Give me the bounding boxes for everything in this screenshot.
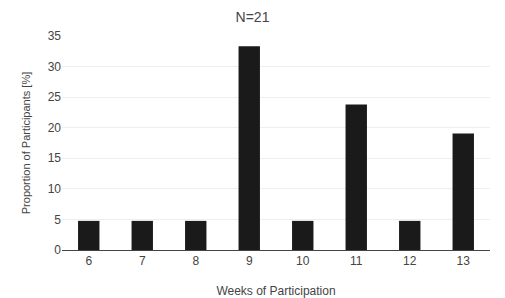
svg-text:35: 35 [48,29,62,43]
svg-text:25: 25 [48,90,62,104]
svg-text:11: 11 [350,254,363,268]
svg-text:10: 10 [296,254,310,268]
svg-text:6: 6 [85,254,92,268]
svg-text:9: 9 [246,254,253,268]
svg-text:7: 7 [139,254,146,268]
svg-text:10: 10 [48,182,62,196]
svg-text:N=21: N=21 [236,9,270,25]
svg-text:0: 0 [54,243,61,257]
svg-text:15: 15 [48,151,62,165]
svg-text:Weeks of Participation: Weeks of Participation [216,284,335,298]
svg-text:8: 8 [192,254,199,268]
svg-text:12: 12 [403,254,417,268]
svg-text:13: 13 [457,254,471,268]
svg-text:30: 30 [48,60,62,74]
svg-text:5: 5 [54,213,61,227]
svg-text:20: 20 [48,121,62,135]
svg-text:Proportion of Participants [%]: Proportion of Participants [%] [20,72,32,214]
